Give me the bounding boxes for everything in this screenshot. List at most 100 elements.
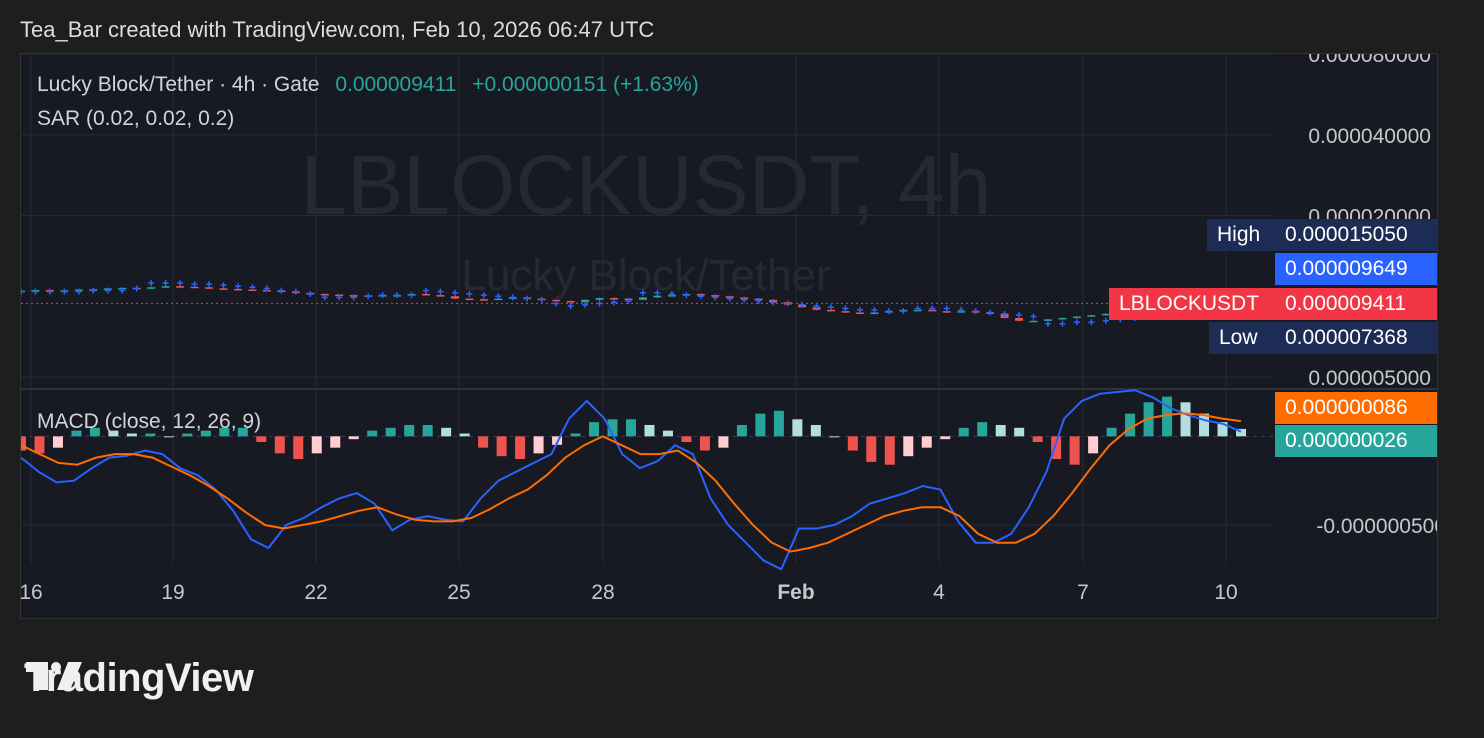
time-tick-label: 7 bbox=[1077, 581, 1089, 604]
sar-point bbox=[1001, 310, 1008, 317]
last-price-badge: 0.000009411 bbox=[1275, 288, 1437, 320]
sar-point bbox=[46, 288, 53, 295]
sar-point bbox=[394, 292, 401, 299]
sar-point bbox=[119, 287, 126, 294]
candle-body bbox=[1015, 317, 1024, 321]
macd-histogram-bar bbox=[404, 424, 415, 437]
time-tick-label: 4 bbox=[933, 581, 945, 604]
sar-point bbox=[249, 284, 256, 291]
macd-histogram-bar bbox=[367, 430, 378, 437]
macd-histogram-bar bbox=[1217, 422, 1228, 437]
high-value-badge: 0.000015050 bbox=[1275, 219, 1437, 251]
macd-histogram-bar bbox=[810, 424, 821, 437]
macd-histogram-bar bbox=[977, 422, 988, 437]
sar-point bbox=[133, 285, 140, 292]
macd-histogram-bar bbox=[884, 436, 895, 465]
sar-point bbox=[784, 300, 791, 307]
chart-frame[interactable]: 0.000080000 0.000040000 0.000020000 0.00000… bbox=[20, 53, 1438, 619]
sar-point bbox=[177, 280, 184, 287]
sar-point bbox=[799, 301, 806, 308]
sar-point bbox=[668, 290, 675, 297]
sar-point bbox=[466, 290, 473, 297]
macd-histogram-bar bbox=[108, 430, 119, 437]
high-label-badge: High bbox=[1207, 219, 1275, 251]
sar-point bbox=[1044, 320, 1051, 327]
candle-body bbox=[450, 296, 459, 299]
time-tick-label: 22 bbox=[304, 581, 327, 604]
candle-body bbox=[638, 297, 647, 300]
macd-histogram-bar bbox=[755, 413, 766, 437]
time-tick-label: 19 bbox=[161, 581, 184, 604]
candle-body bbox=[1101, 313, 1110, 316]
macd-histogram-bar bbox=[293, 436, 304, 460]
sar-point bbox=[379, 292, 386, 299]
macd-histogram-bar bbox=[847, 436, 858, 451]
macd-tick-label: -0.000000500 bbox=[1316, 515, 1437, 538]
macd-histogram-bar bbox=[21, 436, 26, 451]
macd-histogram-bar bbox=[34, 436, 45, 454]
macd-histogram-bar bbox=[533, 436, 544, 454]
macd-histogram-bar bbox=[866, 436, 877, 462]
macd-histogram-bar bbox=[1069, 436, 1080, 465]
sar-point bbox=[292, 288, 299, 295]
macd-histogram-bar bbox=[1162, 396, 1173, 437]
candle-body bbox=[595, 298, 604, 300]
candle-body bbox=[827, 309, 835, 312]
time-tick-label: 25 bbox=[447, 581, 470, 604]
watermark-symbol: LBLOCKUSDT, 4h bbox=[301, 138, 992, 232]
tradingview-branding: TradingView bbox=[24, 656, 254, 701]
macd-histogram-bar bbox=[1106, 427, 1117, 437]
macd-histogram-bar bbox=[681, 436, 692, 443]
signal-line bbox=[21, 412, 1242, 553]
candle-body bbox=[219, 288, 228, 290]
sar-point bbox=[929, 305, 936, 312]
sar-legend: SAR (0.02, 0.02, 0.2) bbox=[37, 107, 235, 130]
sar-point bbox=[524, 295, 531, 302]
sar-point bbox=[1016, 312, 1023, 319]
sar-point bbox=[21, 288, 24, 295]
price-change: +0.000000151 (+1.63%) bbox=[472, 73, 699, 96]
macd-histogram-bar bbox=[422, 424, 433, 437]
sar-point bbox=[755, 298, 762, 305]
price-tick-label: 0.000040000 bbox=[1308, 125, 1431, 148]
sar-point bbox=[611, 299, 618, 306]
sar-point bbox=[639, 289, 646, 296]
macd-histogram-bar bbox=[1236, 428, 1246, 437]
last-price: 0.000009411 bbox=[335, 73, 457, 96]
time-tick-label: 16 bbox=[21, 581, 43, 604]
sar-point bbox=[321, 294, 328, 301]
candle-body bbox=[494, 298, 503, 301]
sar-point bbox=[90, 287, 97, 294]
sar-point bbox=[654, 289, 661, 296]
sar-point bbox=[943, 305, 950, 312]
sar-point bbox=[582, 301, 589, 308]
sar-point bbox=[856, 306, 863, 313]
sar-point bbox=[1102, 317, 1109, 324]
sar-point bbox=[234, 283, 241, 290]
macd-histogram-bar bbox=[441, 427, 452, 437]
sar-point bbox=[712, 294, 719, 301]
sar-point bbox=[683, 292, 690, 299]
macd-histogram-bar bbox=[71, 430, 82, 437]
sar-point bbox=[336, 294, 343, 301]
candle-body bbox=[147, 287, 156, 289]
macd-histogram-bar bbox=[274, 436, 285, 454]
watermark-description: Lucky Block/Tether bbox=[461, 251, 830, 300]
chart-canvas[interactable]: 0.0000800000.0000400000.0000200000.00000… bbox=[21, 54, 1437, 618]
sar-point bbox=[697, 293, 704, 300]
macd-histogram-bar bbox=[145, 433, 156, 437]
sar-point bbox=[842, 305, 849, 312]
sar-point bbox=[1030, 313, 1037, 320]
sar-point bbox=[32, 288, 39, 295]
macd-histogram-bar bbox=[459, 433, 470, 437]
sar-point bbox=[726, 295, 733, 302]
sar-point bbox=[61, 288, 68, 295]
macd-histogram-bar bbox=[995, 424, 1006, 437]
tradingview-logo-icon bbox=[26, 662, 82, 690]
macd-histogram-bar bbox=[589, 422, 600, 437]
candle-body bbox=[233, 288, 242, 291]
sar-value-badge: 0.000009649 bbox=[1275, 253, 1437, 285]
macd-histogram-bar bbox=[256, 436, 267, 443]
sar-point bbox=[1059, 320, 1066, 327]
macd-histogram-bar bbox=[773, 410, 784, 437]
